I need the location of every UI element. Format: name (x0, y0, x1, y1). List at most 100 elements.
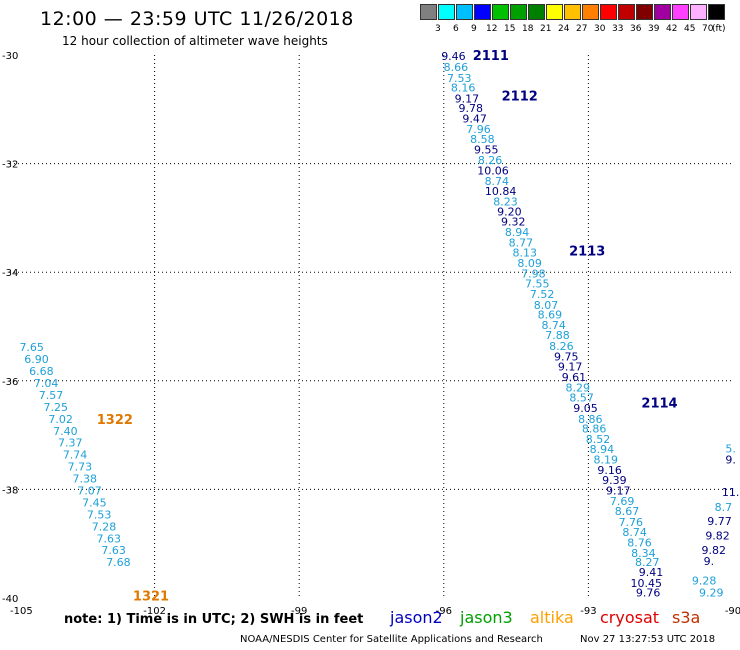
pass-number-label: 2113 (569, 244, 605, 259)
wave-height-value: 8.29 (566, 381, 591, 394)
lat-tick-label: -30 (2, 51, 18, 62)
wave-height-value: 8.74 (541, 319, 566, 332)
wave-height-value: 7.57 (39, 389, 64, 402)
legend-label: 45 (684, 24, 696, 34)
legend-swatch (654, 4, 671, 20)
lat-tick-label: -36 (2, 377, 18, 388)
lat-tick-label: -34 (2, 268, 18, 279)
wave-height-value: 9.29 (699, 587, 724, 600)
legend-label: 3 (435, 24, 441, 34)
legend-swatch (618, 4, 635, 20)
legend-swatch (528, 4, 545, 20)
legend-swatch (600, 4, 617, 20)
wave-height-value: 7.53 (447, 72, 472, 85)
legend-swatch (582, 4, 599, 20)
wave-height-value: 8.27 (635, 556, 660, 569)
wave-height-value: 8.74 (485, 175, 510, 188)
wave-height-value: 8.86 (582, 423, 607, 436)
legend-swatch (474, 4, 491, 20)
wave-height-value: 9.17 (606, 484, 631, 497)
wave-height-value: 7.37 (58, 437, 83, 450)
legend-swatch (564, 4, 581, 20)
legend-label: 21 (540, 24, 552, 34)
wave-height-value: 8.07 (534, 299, 559, 312)
wave-height-value: 9.20 (497, 205, 522, 218)
wave-height-value: 7.69 (610, 495, 635, 508)
legend-label: 39 (648, 24, 660, 34)
wave-height-value: 8.74 (622, 526, 647, 539)
wave-height-value: 9.39 (602, 474, 627, 487)
legend-label: 36 (630, 24, 642, 34)
wave-height-value: 7.73 (68, 461, 93, 474)
legend-label: 15 (504, 24, 516, 34)
wave-height-value: 8.52 (586, 433, 611, 446)
pass-number-label: 1322 (97, 413, 133, 428)
wave-height-value: 9.17 (455, 92, 480, 105)
wave-height-value: 7.02 (48, 413, 73, 426)
lon-tick-label: -90 (725, 606, 740, 617)
legend-swatch (690, 4, 707, 20)
wave-height-value: 7.55 (525, 278, 550, 291)
wave-height-value: 9.61 (562, 371, 587, 384)
wave-height-value: 9.77 (707, 515, 732, 528)
legend-swatch (456, 4, 473, 20)
page-title: 12:00 — 23:59 UTC 11/26/2018 (40, 8, 354, 30)
legend-swatch (420, 4, 437, 20)
lon-tick-label: -99 (291, 606, 307, 617)
wave-height-value: 8.94 (505, 226, 530, 239)
wave-height-value: 9.05 (573, 402, 598, 415)
wave-height-value: 7.98 (521, 267, 546, 280)
wave-height-value: 8.76 (627, 537, 652, 550)
legend-label: 70 (702, 24, 714, 34)
wave-height-value: 7.28 (92, 520, 117, 533)
wave-height-value: 9. (725, 454, 736, 467)
legend-label: 18 (522, 24, 534, 34)
wave-height-value: 8.13 (513, 247, 538, 260)
wave-height-value: 7.68 (106, 556, 131, 569)
wave-height-value: 8.09 (517, 257, 542, 270)
lat-tick-label: -40 (2, 594, 18, 605)
wave-height-value: 9.82 (701, 544, 726, 557)
timestamp-footer: Nov 27 13:27:53 UTC 2018 (580, 634, 716, 645)
wave-height-value: 8.26 (478, 154, 503, 167)
mission-label-jason2: jason2 (390, 608, 443, 627)
mission-label-jason3: jason3 (460, 608, 513, 627)
wave-height-value: 7.76 (619, 516, 644, 529)
wave-height-value: 8.23 (493, 196, 518, 209)
pass-number-label: 2111 (473, 49, 509, 64)
wave-height-value: 9.16 (597, 464, 622, 477)
mission-label-cryosat: cryosat (600, 608, 660, 627)
legend-swatch (492, 4, 509, 20)
wave-height-value: 9.78 (459, 102, 484, 115)
page-subtitle: 12 hour collection of altimeter wave hei… (62, 34, 328, 48)
lon-tick-label: -96 (436, 606, 452, 617)
wave-height-value: 8.67 (615, 505, 640, 518)
wave-height-value: 7.45 (82, 496, 107, 509)
wave-height-value: 9.41 (639, 566, 664, 579)
wave-height-value: 7.63 (97, 532, 122, 545)
mission-label-altika: altika (530, 608, 574, 627)
units-note: note: 1) Time is in UTC; 2) SWH is in fe… (64, 612, 364, 627)
credit-footer: NOAA/NESDIS Center for Satellite Applica… (240, 634, 543, 645)
wave-height-value: 9.76 (636, 587, 661, 600)
wave-height-value: 11. (722, 486, 740, 499)
legend-swatch (510, 4, 527, 20)
wave-height-value: 7.04 (34, 377, 59, 390)
wave-height-value: 7.52 (530, 288, 555, 301)
wave-height-value: 8.34 (631, 547, 656, 560)
legend-label: 42 (666, 24, 678, 34)
wave-height-value: 7.63 (101, 544, 126, 557)
legend-label: 9 (471, 24, 477, 34)
wave-height-value: 9.55 (474, 143, 499, 156)
wave-height-value: 6.68 (29, 365, 54, 378)
wave-height-value: 7.74 (63, 449, 88, 462)
legend-swatch (546, 4, 563, 20)
wave-height-value: 8.19 (594, 454, 619, 467)
legend-label: 27 (576, 24, 588, 34)
wave-height-value: 7.96 (466, 123, 491, 136)
legend-label: 30 (594, 24, 606, 34)
lon-tick-label: -102 (143, 606, 166, 617)
wave-height-value: 10.06 (477, 165, 509, 178)
wave-height-value: 7.40 (53, 425, 78, 438)
wave-height-value: 9.75 (554, 350, 579, 363)
